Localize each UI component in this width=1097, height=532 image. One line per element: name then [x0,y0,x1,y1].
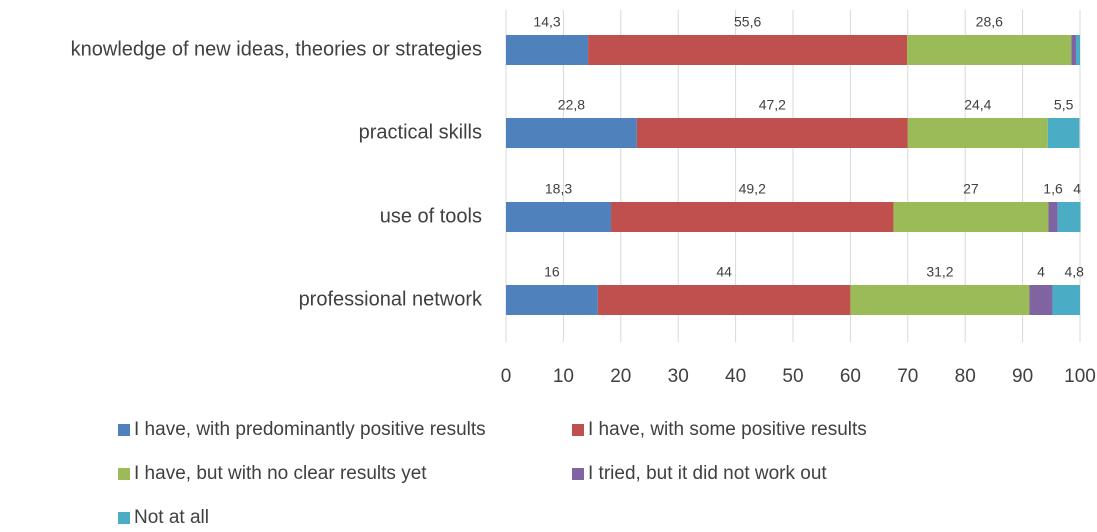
data-label: 4 [1037,264,1045,280]
bar-segment [1071,35,1076,65]
legend-swatch [118,512,130,524]
data-label: 47,2 [759,97,786,113]
x-tick-label: 30 [668,366,689,387]
legend-label: I tried, but it did not work out [588,463,827,484]
x-tick-label: 50 [782,366,803,387]
legend-swatch [118,468,130,480]
bar-segment [1057,202,1081,232]
x-tick-label: 10 [553,366,574,387]
data-label: 4,8 [1064,264,1084,280]
x-tick-label: 80 [955,366,976,387]
data-label: 28,6 [976,14,1003,30]
legend-label: I have, with some positive results [588,419,867,440]
data-label: 18,3 [545,181,572,197]
data-label: 14,3 [533,14,560,30]
x-tick-label: 90 [1012,366,1033,387]
x-tick-label: 60 [840,366,861,387]
legend-label: Not at all [134,507,209,528]
data-label: 24,4 [964,97,991,113]
x-tick-label: 70 [897,366,918,387]
data-label: 5,5 [1054,97,1074,113]
data-label: 44 [716,264,732,280]
bar-segment [850,285,1030,315]
legend-swatch [572,424,584,436]
bar-segment [1048,202,1058,232]
bar-segment [597,285,851,315]
bar-segment [588,35,908,65]
data-label: 16 [544,264,560,280]
data-label: 22,8 [558,97,585,113]
legend-label: I have, but with no clear results yet [134,463,427,484]
x-tick-label: 0 [501,366,512,387]
category-label: use of tools [380,205,482,227]
category-label: knowledge of new ideas, theories or stra… [71,38,482,60]
bar-segment [506,285,598,315]
x-tick-label: 40 [725,366,746,387]
data-label: 55,6 [734,14,761,30]
category-label: professional network [299,288,483,310]
x-tick-label: 20 [610,366,631,387]
bar-segment [611,202,894,232]
bar-segment [506,118,637,148]
legend-swatch [572,468,584,480]
bar-segment [506,202,612,232]
bar-segment [1047,118,1080,148]
data-label: 1,6 [1043,181,1063,197]
data-label: 27 [963,181,979,197]
bar-segment [1075,35,1080,65]
bar-segment [907,35,1072,65]
bar-segment [893,202,1049,232]
bar-segment [1052,285,1080,315]
data-label: 4 [1073,181,1081,197]
x-tick-label: 100 [1064,366,1096,387]
bar-segment [506,35,589,65]
bar-segment [1029,285,1053,315]
bar-segment [907,118,1048,148]
category-label: practical skills [359,121,482,143]
legend-swatch [118,424,130,436]
data-label: 31,2 [926,264,953,280]
legend-label: I have, with predominantly positive resu… [134,419,486,440]
bar-segment [636,118,908,148]
data-label: 49,2 [739,181,766,197]
